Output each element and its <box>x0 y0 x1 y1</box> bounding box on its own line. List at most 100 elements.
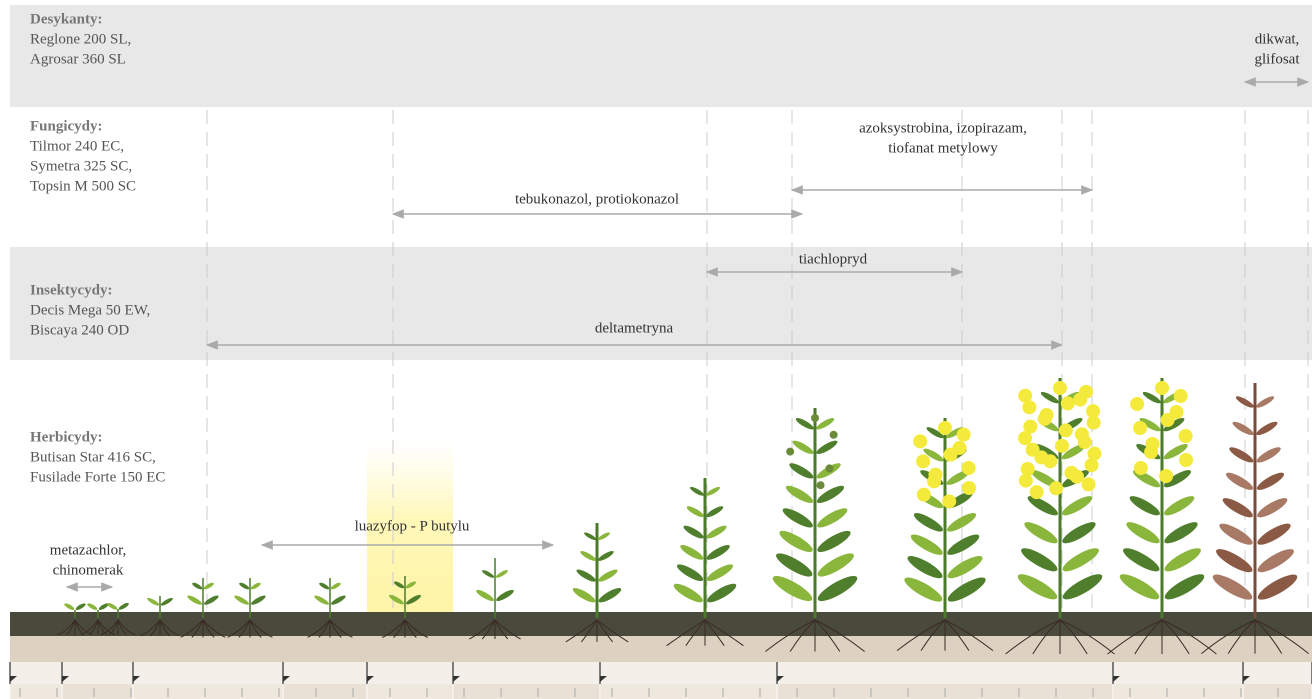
root <box>140 619 161 637</box>
leaf <box>676 564 704 582</box>
flower <box>956 427 971 442</box>
flower <box>1155 381 1169 395</box>
group-product: Reglone 200 SL, <box>30 31 131 47</box>
leaf <box>482 570 495 578</box>
leaf <box>405 581 417 589</box>
flower <box>1081 477 1096 492</box>
treatment-label: deltametryna <box>595 320 674 336</box>
flower <box>1069 469 1084 484</box>
leaf <box>817 508 848 528</box>
flower <box>1173 389 1188 403</box>
flower <box>943 447 958 462</box>
root <box>1134 619 1163 655</box>
leaf <box>1062 522 1096 544</box>
leaf <box>118 602 129 610</box>
leaf <box>107 602 118 610</box>
root <box>685 619 706 646</box>
root <box>1201 619 1256 654</box>
root <box>117 619 136 636</box>
root <box>1005 619 1061 655</box>
timeline-seg <box>134 684 282 699</box>
plant <box>666 478 744 647</box>
leaf <box>1062 548 1099 572</box>
leaf <box>1257 498 1288 518</box>
leaf <box>495 570 508 578</box>
root <box>318 619 331 638</box>
leaf <box>1030 470 1059 488</box>
leaf <box>947 513 977 532</box>
leaf <box>406 594 421 605</box>
root <box>1227 619 1256 654</box>
leaf <box>926 427 944 439</box>
leaf <box>1256 472 1285 490</box>
leaf <box>234 595 249 605</box>
band-desiccants <box>10 5 1312 107</box>
root <box>238 619 251 638</box>
root <box>149 619 161 637</box>
root <box>704 619 725 646</box>
root <box>202 619 215 638</box>
leaf <box>192 582 203 590</box>
group-title: Fungicydy: <box>30 118 103 134</box>
leaf <box>1235 396 1254 408</box>
root <box>393 619 406 638</box>
root <box>66 619 76 636</box>
leaf <box>314 595 329 605</box>
leaf <box>64 603 75 610</box>
plant <box>565 523 629 643</box>
root <box>814 619 865 652</box>
leaf <box>319 582 330 590</box>
root <box>944 619 970 651</box>
group-title: Insektycydy: <box>30 282 113 298</box>
leaf <box>817 530 851 553</box>
flower <box>1144 445 1159 459</box>
group-product: Agrosar 360 SL <box>30 51 126 67</box>
leaf <box>1061 444 1086 460</box>
group-title: Herbicydy: <box>30 429 103 445</box>
root <box>896 619 946 652</box>
leaf <box>816 440 838 454</box>
leaf <box>1040 391 1059 404</box>
leaf <box>680 545 704 560</box>
leaf <box>706 564 734 582</box>
root <box>1161 619 1190 655</box>
timeline-flag <box>10 676 17 682</box>
root <box>920 619 946 651</box>
flower <box>1055 438 1070 453</box>
band-insecticides <box>10 247 1312 360</box>
leaf <box>706 545 730 560</box>
leaf <box>1257 549 1294 573</box>
leaf <box>87 603 98 610</box>
treatment-label: tiachlopryd <box>799 251 868 267</box>
flower <box>1018 431 1033 446</box>
leaf <box>923 448 944 462</box>
flower <box>1023 419 1038 434</box>
root <box>108 619 119 636</box>
plant <box>382 576 428 638</box>
leaf <box>1164 574 1205 600</box>
leaf <box>1062 496 1093 516</box>
plant <box>227 578 273 638</box>
flower <box>1086 404 1101 419</box>
root <box>249 619 262 638</box>
flower <box>927 474 942 489</box>
plant <box>80 603 116 636</box>
timeline-flag <box>283 676 290 682</box>
root <box>1161 619 1217 655</box>
leaf <box>1123 548 1160 572</box>
leaf <box>147 597 160 606</box>
flower <box>962 481 977 495</box>
timeline-flag <box>1243 676 1250 682</box>
leaf <box>1229 447 1254 463</box>
root <box>1032 619 1061 655</box>
leaf <box>393 581 405 589</box>
leaf <box>1225 472 1254 490</box>
flower <box>1130 397 1145 411</box>
root <box>159 619 180 637</box>
flower <box>1133 421 1148 435</box>
subsoil <box>10 636 1312 662</box>
flower <box>786 447 795 456</box>
leaf <box>1024 522 1058 544</box>
plant <box>1201 383 1309 654</box>
leaf <box>251 595 266 605</box>
